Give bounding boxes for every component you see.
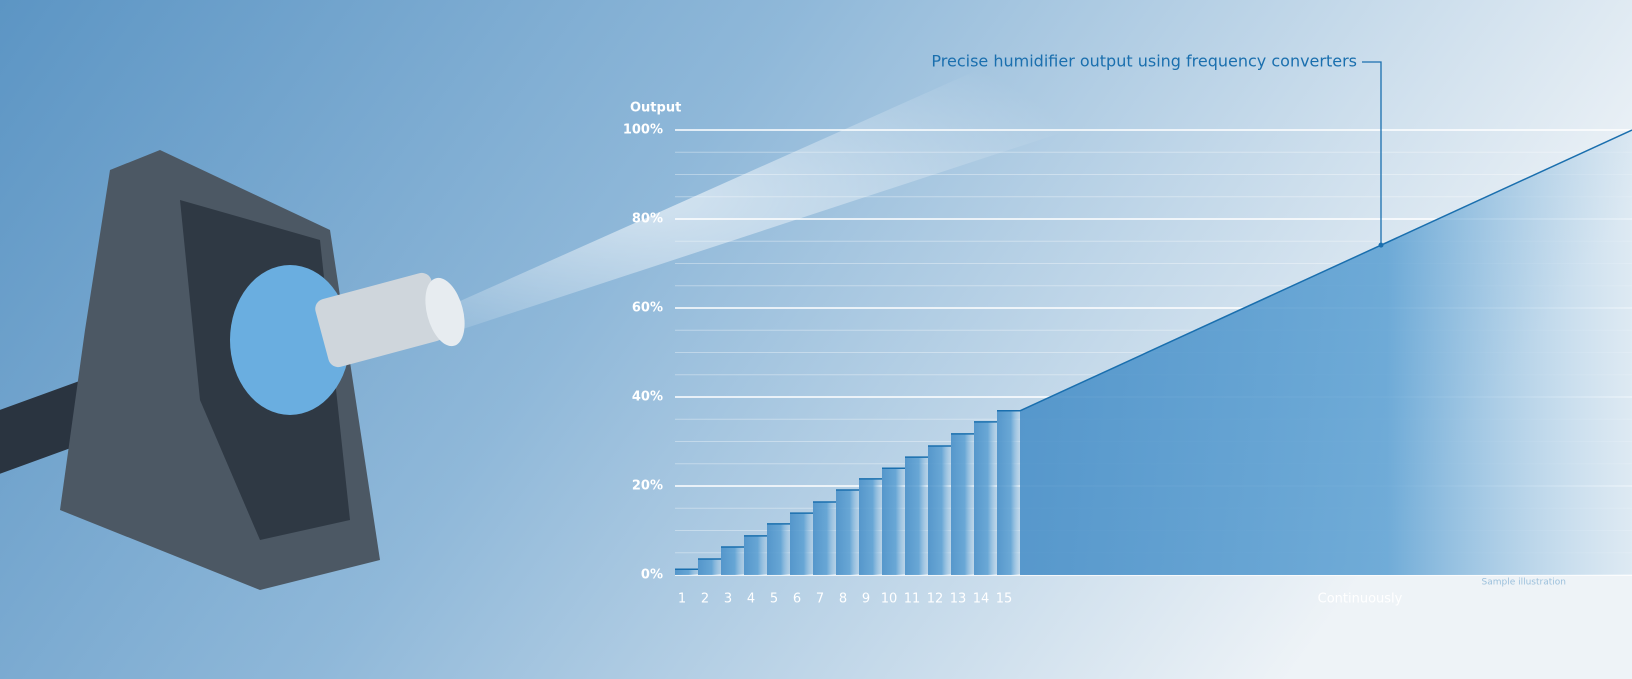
x-tick-label: 15 (996, 592, 1013, 607)
y-tick-label: 80% (632, 212, 663, 227)
y-tick-label: 20% (632, 479, 663, 494)
step-bar (813, 502, 836, 575)
continuous-line (1019, 129, 1632, 412)
x-tick-label: 9 (862, 592, 870, 607)
y-tick-label: 0% (641, 568, 663, 583)
annotation: Precise humidifier output using frequenc… (931, 52, 1357, 71)
step-bar (974, 421, 997, 575)
step-bar (859, 478, 882, 575)
x-tick-label: 5 (770, 592, 778, 607)
continuous-label: Continuously (1318, 592, 1403, 607)
step-bar (675, 569, 698, 575)
x-tick-label: 4 (747, 592, 755, 607)
x-tick-label: 6 (793, 592, 801, 607)
step-bar (882, 468, 905, 575)
annotation-dot (1378, 242, 1384, 248)
x-tick-label: 3 (724, 592, 732, 607)
continuous-area (1020, 130, 1632, 575)
y-tick-label: 100% (623, 123, 663, 138)
step-bar (951, 433, 974, 575)
x-tick-label: 13 (950, 592, 967, 607)
y-tick-label: 40% (632, 390, 663, 405)
step-bar (721, 546, 744, 575)
y-axis-label: Output (630, 101, 681, 116)
step-bar (997, 410, 1020, 575)
note: Sample illustration (1482, 578, 1567, 588)
annotation-leader (1362, 61, 1382, 246)
nozzle-illustration (0, 60, 1100, 590)
step-bar (744, 535, 767, 575)
step-bar (905, 457, 928, 575)
x-tick-label: 8 (839, 592, 847, 607)
step-bar (698, 558, 721, 575)
x-tick-label: 10 (881, 592, 898, 607)
step-bar (836, 490, 859, 575)
x-tick-label: 11 (904, 592, 921, 607)
x-tick-label: 14 (973, 592, 990, 607)
step-bar (790, 513, 813, 575)
x-tick-label: 7 (816, 592, 824, 607)
x-tick-label: 12 (927, 592, 944, 607)
x-tick-label: 2 (701, 592, 709, 607)
y-tick-label: 60% (632, 301, 663, 316)
step-bar (767, 523, 790, 575)
x-tick-label: 1 (678, 592, 686, 607)
step-bar (928, 445, 951, 575)
